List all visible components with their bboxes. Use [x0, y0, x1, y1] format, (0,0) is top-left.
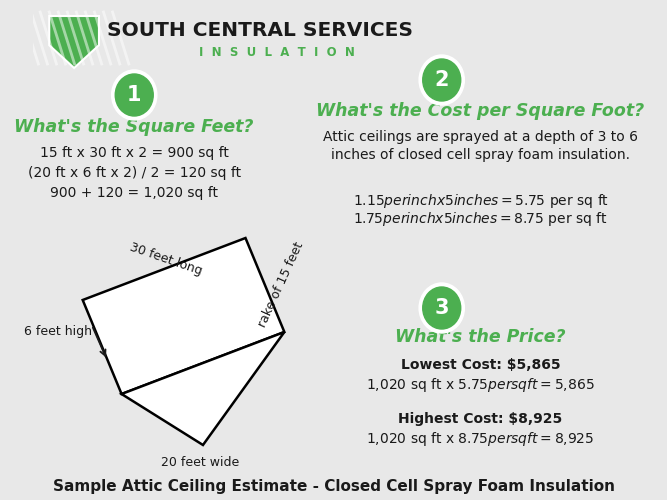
Text: inches of closed cell spray foam insulation.: inches of closed cell spray foam insulat…	[331, 148, 630, 162]
Text: Lowest Cost: $5,865: Lowest Cost: $5,865	[401, 358, 560, 372]
Text: 30 feet long: 30 feet long	[128, 240, 204, 278]
Text: 20 feet wide: 20 feet wide	[161, 456, 239, 468]
Text: Sample Attic Ceiling Estimate - Closed Cell Spray Foam Insulation: Sample Attic Ceiling Estimate - Closed C…	[53, 480, 615, 494]
Circle shape	[423, 59, 461, 101]
Circle shape	[419, 283, 464, 333]
Text: (20 ft x 6 ft x 2) / 2 = 120 sq ft: (20 ft x 6 ft x 2) / 2 = 120 sq ft	[27, 166, 241, 180]
Text: 2: 2	[434, 70, 449, 90]
Text: What's the Price?: What's the Price?	[396, 328, 566, 346]
Text: What's the Square Feet?: What's the Square Feet?	[15, 118, 254, 136]
Circle shape	[419, 55, 464, 105]
Text: 3: 3	[434, 298, 449, 318]
Text: rake of 15 feet: rake of 15 feet	[256, 240, 306, 330]
Text: 15 ft x 30 ft x 2 = 900 sq ft: 15 ft x 30 ft x 2 = 900 sq ft	[40, 146, 229, 160]
Polygon shape	[121, 332, 284, 445]
Text: $1.75 per inch x 5 inches = $8.75 per sq ft: $1.75 per inch x 5 inches = $8.75 per sq…	[353, 210, 608, 228]
Text: 6 feet high: 6 feet high	[24, 326, 92, 338]
Text: What's the Cost per Square Foot?: What's the Cost per Square Foot?	[317, 102, 645, 120]
Circle shape	[115, 74, 153, 116]
Polygon shape	[83, 238, 284, 394]
Text: $1.15 per inch x 5 inches = $5.75 per sq ft: $1.15 per inch x 5 inches = $5.75 per sq…	[353, 192, 608, 210]
Circle shape	[111, 70, 157, 120]
Polygon shape	[49, 16, 99, 68]
Text: Attic ceilings are sprayed at a depth of 3 to 6: Attic ceilings are sprayed at a depth of…	[323, 130, 638, 144]
Text: I  N  S  U  L  A  T  I  O  N: I N S U L A T I O N	[199, 46, 355, 59]
Text: 1,020 sq ft x $5.75 per sq ft = $5,865: 1,020 sq ft x $5.75 per sq ft = $5,865	[366, 376, 595, 394]
Circle shape	[423, 287, 461, 329]
Text: Highest Cost: $8,925: Highest Cost: $8,925	[398, 412, 563, 426]
Text: 1,020 sq ft x $8.75 per sq ft = $8,925: 1,020 sq ft x $8.75 per sq ft = $8,925	[366, 430, 595, 448]
Text: SOUTH CENTRAL SERVICES: SOUTH CENTRAL SERVICES	[107, 20, 413, 40]
Text: 1: 1	[127, 85, 141, 105]
Text: 900 + 120 = 1,020 sq ft: 900 + 120 = 1,020 sq ft	[50, 186, 218, 200]
